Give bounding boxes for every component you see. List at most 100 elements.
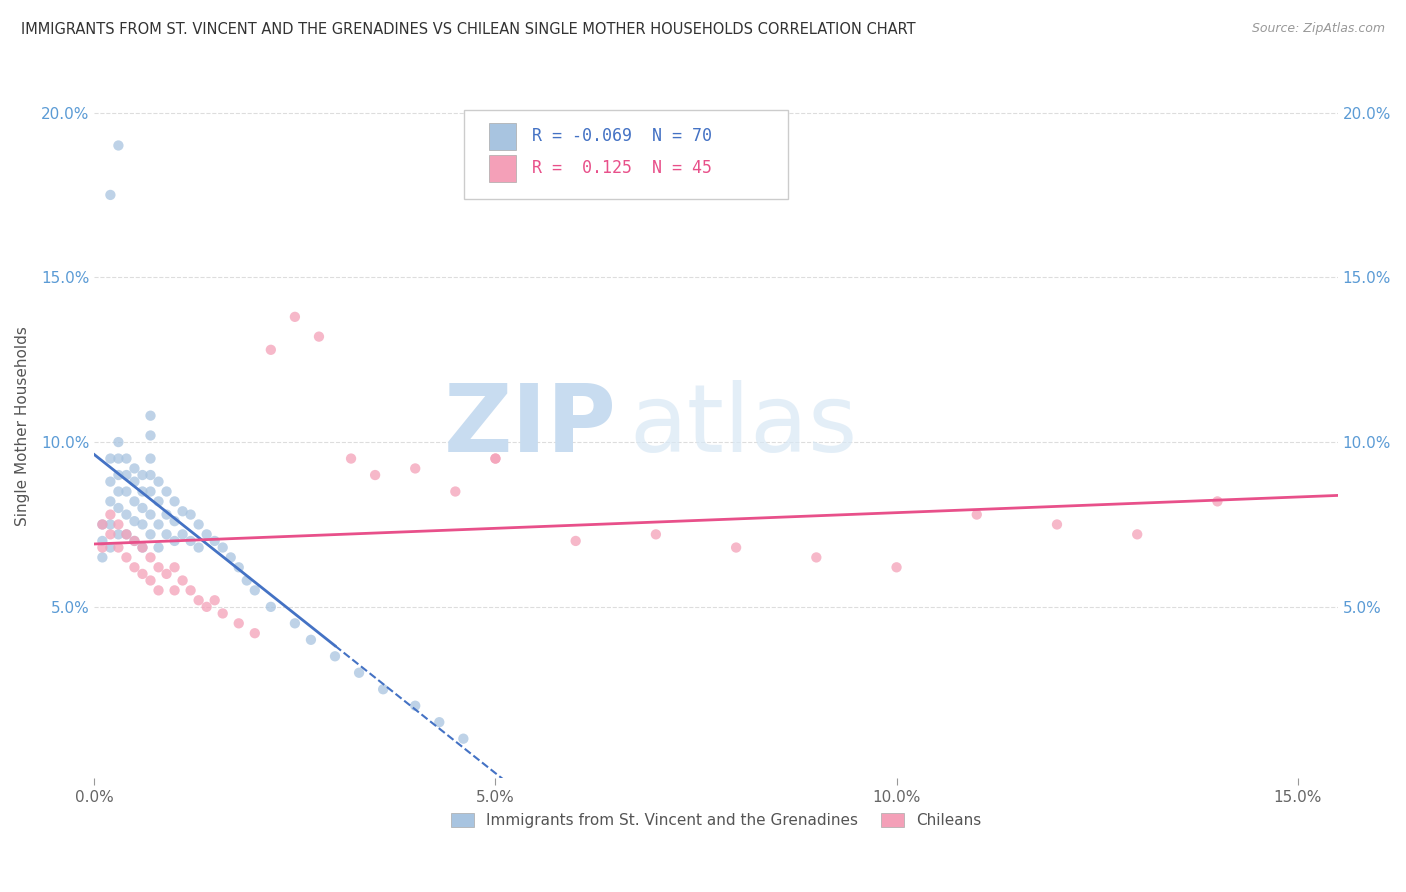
Point bbox=[228, 560, 250, 574]
Point bbox=[124, 494, 146, 508]
Point bbox=[236, 574, 259, 588]
Point bbox=[172, 527, 194, 541]
Point bbox=[91, 541, 114, 555]
Point bbox=[243, 583, 266, 598]
Point bbox=[148, 541, 170, 555]
Point bbox=[107, 468, 129, 483]
Point bbox=[1126, 527, 1149, 541]
Point bbox=[124, 461, 146, 475]
Point bbox=[340, 451, 363, 466]
Point bbox=[139, 451, 162, 466]
Point bbox=[139, 527, 162, 541]
Point bbox=[139, 508, 162, 522]
Point bbox=[115, 508, 138, 522]
Text: IMMIGRANTS FROM ST. VINCENT AND THE GRENADINES VS CHILEAN SINGLE MOTHER HOUSEHOL: IMMIGRANTS FROM ST. VINCENT AND THE GREN… bbox=[21, 22, 915, 37]
Point bbox=[163, 583, 186, 598]
Point bbox=[404, 698, 426, 713]
Point bbox=[131, 566, 153, 581]
Point bbox=[115, 550, 138, 565]
Point bbox=[323, 649, 346, 664]
Point bbox=[966, 508, 988, 522]
Point bbox=[148, 517, 170, 532]
Point bbox=[725, 541, 748, 555]
Point bbox=[107, 484, 129, 499]
Point bbox=[195, 599, 218, 614]
Point bbox=[115, 468, 138, 483]
Point bbox=[427, 715, 450, 730]
Point bbox=[453, 731, 475, 746]
Point bbox=[107, 451, 129, 466]
FancyBboxPatch shape bbox=[488, 155, 516, 182]
Point bbox=[107, 517, 129, 532]
Point bbox=[228, 616, 250, 631]
Point bbox=[91, 517, 114, 532]
Point bbox=[172, 574, 194, 588]
Point bbox=[131, 541, 153, 555]
Point bbox=[211, 607, 233, 621]
Point bbox=[260, 599, 283, 614]
Point bbox=[187, 541, 209, 555]
Point bbox=[100, 451, 122, 466]
Point bbox=[100, 494, 122, 508]
Point bbox=[100, 508, 122, 522]
Point bbox=[100, 517, 122, 532]
Point bbox=[163, 514, 186, 528]
Text: R =  0.125  N = 45: R = 0.125 N = 45 bbox=[531, 159, 711, 178]
Point bbox=[115, 527, 138, 541]
Point bbox=[163, 494, 186, 508]
Point bbox=[115, 484, 138, 499]
FancyBboxPatch shape bbox=[464, 110, 789, 199]
Point bbox=[484, 451, 506, 466]
Point bbox=[91, 517, 114, 532]
Point bbox=[115, 527, 138, 541]
Point bbox=[139, 409, 162, 423]
Point bbox=[484, 451, 506, 466]
Point bbox=[131, 484, 153, 499]
Point bbox=[100, 541, 122, 555]
Point bbox=[347, 665, 370, 680]
Point bbox=[308, 329, 330, 343]
Point bbox=[163, 560, 186, 574]
Point bbox=[155, 566, 177, 581]
Point bbox=[131, 468, 153, 483]
Point bbox=[107, 541, 129, 555]
Point bbox=[364, 468, 387, 483]
Point bbox=[163, 533, 186, 548]
Point bbox=[148, 560, 170, 574]
Point bbox=[107, 527, 129, 541]
Point bbox=[139, 550, 162, 565]
Point bbox=[404, 461, 426, 475]
Point bbox=[124, 533, 146, 548]
Point bbox=[180, 508, 202, 522]
Point bbox=[100, 527, 122, 541]
Point bbox=[243, 626, 266, 640]
Point bbox=[187, 517, 209, 532]
Point bbox=[148, 475, 170, 489]
Point bbox=[155, 527, 177, 541]
Point bbox=[131, 500, 153, 515]
Point bbox=[444, 484, 467, 499]
Point bbox=[204, 593, 226, 607]
Legend: Immigrants from St. Vincent and the Grenadines, Chileans: Immigrants from St. Vincent and the Gren… bbox=[444, 806, 987, 834]
Point bbox=[211, 541, 233, 555]
Point bbox=[644, 527, 666, 541]
Point bbox=[100, 475, 122, 489]
Point bbox=[124, 560, 146, 574]
Point bbox=[139, 468, 162, 483]
Point bbox=[180, 583, 202, 598]
Point bbox=[155, 508, 177, 522]
Point bbox=[180, 533, 202, 548]
Point bbox=[107, 435, 129, 450]
Point bbox=[187, 593, 209, 607]
Point bbox=[219, 550, 242, 565]
Point bbox=[148, 583, 170, 598]
Point bbox=[115, 451, 138, 466]
Point bbox=[139, 428, 162, 442]
Point bbox=[284, 616, 307, 631]
Point bbox=[806, 550, 828, 565]
Point bbox=[91, 550, 114, 565]
Point bbox=[148, 494, 170, 508]
Point bbox=[139, 484, 162, 499]
FancyBboxPatch shape bbox=[488, 123, 516, 150]
Point bbox=[107, 500, 129, 515]
